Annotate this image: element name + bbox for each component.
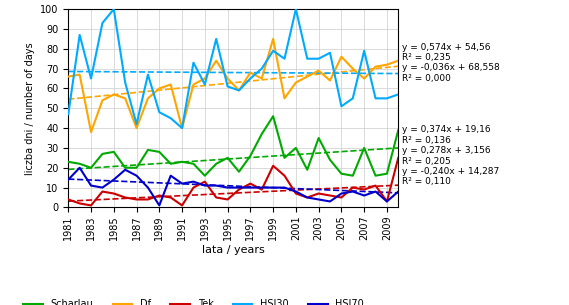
Y-axis label: liczba dni / number of days: liczba dni / number of days [24,42,35,174]
Text: y = 0,574x + 54,56
R² = 0,235
y = -0,036x + 68,558
R² = 0,000: y = 0,574x + 54,56 R² = 0,235 y = -0,036… [402,43,500,83]
X-axis label: lata / years: lata / years [202,245,265,255]
Legend: Scharlau, Df, Tek, HSI30, HSI70: Scharlau, Df, Tek, HSI30, HSI70 [19,296,368,305]
Text: y = 0,374x + 19,16
R² = 0,136
y = 0,278x + 3,156
R² = 0,205
y = -0,240x + 14,287: y = 0,374x + 19,16 R² = 0,136 y = 0,278x… [402,125,499,186]
